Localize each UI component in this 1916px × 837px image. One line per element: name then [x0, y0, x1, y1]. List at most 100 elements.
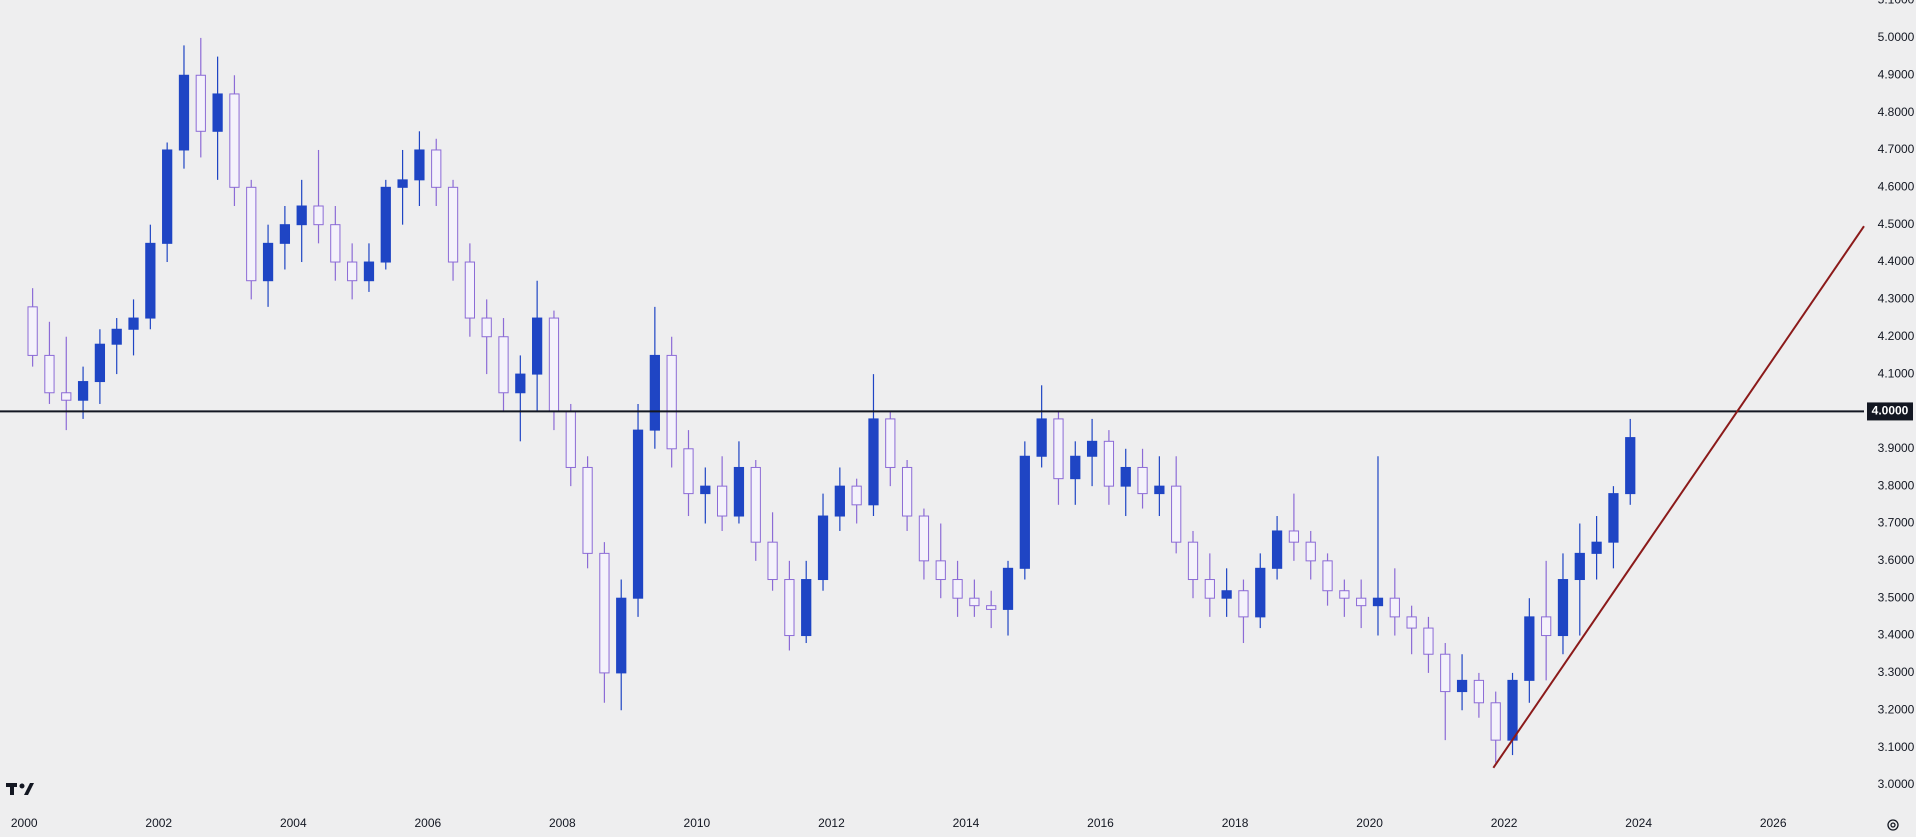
candle-body — [1456, 679, 1468, 693]
candle-body — [616, 597, 627, 674]
candle-body — [1625, 437, 1636, 495]
candle-body — [229, 93, 240, 188]
candle-body — [262, 242, 274, 282]
candle-body — [565, 410, 576, 468]
candle-body — [1154, 485, 1165, 495]
y-tick-label: 3.6000 — [1878, 553, 1915, 567]
candle-body — [582, 466, 593, 554]
candle-body — [431, 149, 442, 188]
candle-body — [1271, 530, 1283, 569]
y-tick-label: 4.4000 — [1878, 254, 1915, 268]
candle-body — [77, 381, 89, 401]
candle-body — [363, 261, 375, 282]
x-tick-label: 2012 — [818, 816, 845, 830]
candle-body — [1574, 552, 1585, 581]
price-label: 4.0000 — [1872, 404, 1909, 418]
candle-body — [1591, 541, 1602, 554]
candle-body — [1305, 541, 1316, 562]
candle-body — [464, 261, 475, 319]
y-tick-label: 3.7000 — [1878, 516, 1915, 530]
x-tick-label: 2018 — [1222, 816, 1249, 830]
candle-body — [801, 579, 812, 637]
candle-body — [986, 605, 997, 610]
candle-body — [599, 552, 610, 674]
candle-body — [1204, 579, 1215, 599]
candle-body — [1103, 440, 1115, 487]
y-tick-label: 3.0000 — [1878, 777, 1915, 791]
y-tick-label: 4.2000 — [1878, 329, 1915, 343]
candle-body — [447, 186, 459, 263]
y-tick-label: 5.1000 — [1878, 0, 1915, 7]
tradingview-logo — [6, 783, 34, 795]
y-tick-label: 3.9000 — [1878, 441, 1915, 455]
candle-body — [279, 224, 291, 244]
candle-body — [61, 392, 72, 401]
candle-body — [1002, 567, 1014, 610]
candle-body — [548, 317, 560, 412]
candle-body — [868, 418, 879, 506]
candle-body — [666, 354, 677, 450]
x-tick-label: 2004 — [280, 816, 307, 830]
x-tick-label: 2010 — [684, 816, 711, 830]
candle-body — [212, 93, 223, 132]
candle-body — [195, 74, 206, 132]
candle-body — [1473, 679, 1485, 704]
candle-body — [330, 224, 341, 263]
x-tick-label: 2022 — [1491, 816, 1518, 830]
y-tick-label: 4.3000 — [1878, 292, 1915, 306]
candle-body — [632, 429, 644, 599]
x-tick-label: 2020 — [1356, 816, 1383, 830]
candle-body — [1372, 597, 1384, 607]
candle-body — [397, 179, 408, 188]
candle-body — [750, 466, 761, 543]
x-tick-label: 2024 — [1625, 816, 1652, 830]
candle-body — [178, 74, 190, 151]
candle-body — [952, 579, 963, 599]
candle-body — [414, 149, 425, 181]
y-tick-label: 4.7000 — [1878, 142, 1915, 156]
candle-body — [515, 373, 526, 394]
candle-body — [380, 186, 391, 263]
candle-body — [1288, 530, 1300, 543]
candle-body — [44, 354, 55, 394]
candle-body — [1524, 616, 1535, 681]
y-tick-label: 4.1000 — [1878, 366, 1915, 380]
candle-body — [1086, 440, 1098, 457]
candle-body — [683, 448, 694, 495]
candle-body — [851, 485, 862, 506]
candle-body — [1389, 597, 1400, 618]
candle-body — [716, 485, 728, 517]
candle-body — [1255, 567, 1266, 618]
candle-body — [885, 418, 896, 468]
candle-body — [969, 597, 980, 607]
x-tick-label: 2016 — [1087, 816, 1114, 830]
x-tick-label: 2014 — [953, 816, 980, 830]
candle-body — [1036, 418, 1047, 457]
candle-body — [1406, 616, 1417, 629]
candle-body — [347, 261, 358, 282]
settings-icon[interactable] — [1887, 819, 1899, 831]
candle-body — [532, 317, 543, 375]
candle-body — [901, 466, 913, 517]
candle-body — [1221, 590, 1232, 599]
y-tick-label: 4.9000 — [1878, 67, 1915, 81]
y-tick-label: 4.8000 — [1878, 105, 1915, 119]
candle-body — [767, 541, 778, 581]
candle-body — [313, 205, 324, 226]
candle-body — [817, 515, 829, 581]
candle-body — [1356, 597, 1367, 607]
candle-body — [162, 149, 173, 244]
x-tick-label: 2006 — [414, 816, 441, 830]
candle-body — [111, 328, 122, 345]
candle-body — [481, 317, 492, 338]
price-label-box — [1867, 402, 1913, 421]
candle-body — [1120, 466, 1131, 487]
x-tick-label: 2008 — [549, 816, 576, 830]
candle-body — [918, 515, 930, 562]
candle-body — [1440, 653, 1451, 693]
candle-body — [1423, 627, 1434, 655]
candle-body — [733, 466, 745, 517]
trendline — [1492, 225, 1865, 769]
x-tick-label: 2026 — [1760, 816, 1787, 830]
